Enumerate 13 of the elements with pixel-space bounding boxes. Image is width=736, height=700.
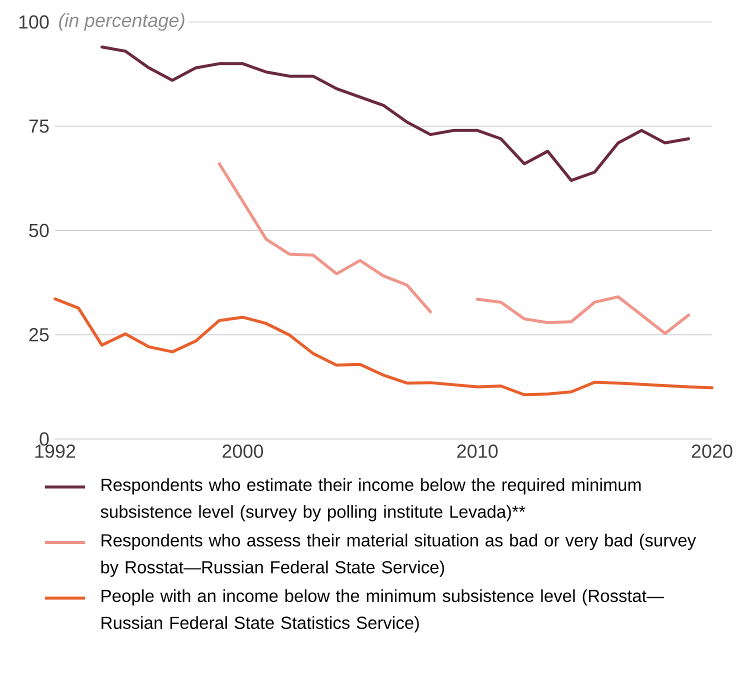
y-tick-label: 50 [29,224,49,238]
x-tick-label: 2020 [692,444,732,458]
legend-label: Respondents who estimate their income below the required minimum subsistence level (survey by polling institute Levada)** [100,478,641,522]
y-tick-label: 75 [29,120,49,133]
y-tick-label: 0 [40,432,49,446]
y-tick-label: 25 [29,328,49,342]
y-axis-title: (in percentage) [59,13,184,31]
y-tick-label: 100 [19,15,49,29]
x-tick-label: 2000 [222,444,264,458]
x-tick-label: 1992 [35,444,76,458]
legend-label: People with an income below the minimum subsistence level (Rosstat—Russian Federal State Statistics Service) [102,589,664,632]
legend-label: Respondents who assess their material situation as bad or very bad (survey by Rosstat—Russian Federal State Service) [101,534,696,577]
x-tick-label: 2010 [457,444,498,458]
